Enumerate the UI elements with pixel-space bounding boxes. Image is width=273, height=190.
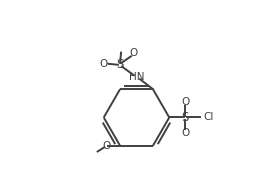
Text: S: S [182,111,189,124]
Text: HN: HN [129,72,145,82]
Text: O: O [100,59,108,69]
Text: O: O [102,141,110,151]
Text: O: O [130,48,138,58]
Text: O: O [181,97,189,107]
Text: Cl: Cl [203,112,213,123]
Text: O: O [181,128,189,138]
Text: S: S [116,58,124,71]
